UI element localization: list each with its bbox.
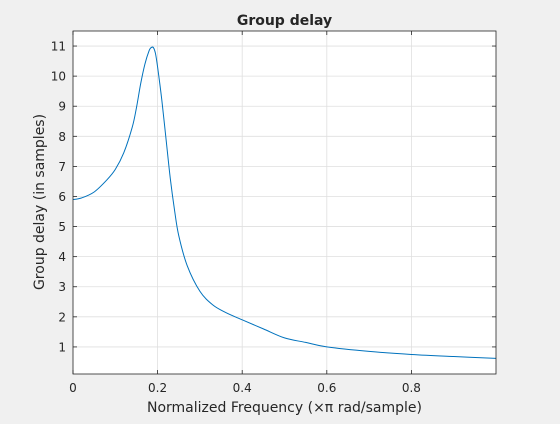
- x-tick-label: 0.8: [402, 381, 421, 395]
- y-tick-label: 4: [58, 250, 66, 264]
- x-tick-label: 0.4: [233, 381, 252, 395]
- y-tick-label: 1: [58, 340, 66, 354]
- y-tick-label: 7: [58, 160, 66, 174]
- plot-frame: [72, 30, 497, 375]
- x-tick-labels: 0 0.2 0.4 0.6 0.8: [69, 381, 421, 395]
- x-tick-label: 0.2: [148, 381, 167, 395]
- y-axis-label: Group delay (in samples): [32, 114, 48, 290]
- plot-area: [73, 31, 496, 374]
- x-axis-label: Normalized Frequency (×π rad/sample): [147, 400, 422, 416]
- chart-title: Group delay: [237, 13, 332, 29]
- y-tick-label: 6: [58, 190, 66, 204]
- y-tick-label: 5: [58, 220, 66, 234]
- x-tick-label: 0.6: [317, 381, 336, 395]
- y-tick-label: 9: [58, 100, 66, 114]
- y-tick-labels: 1 2 3 4 5 6 7 8 9 10 11: [51, 40, 66, 355]
- y-tick-label: 3: [58, 280, 66, 294]
- y-tick-label: 11: [51, 40, 66, 54]
- group-delay-line: [72, 46, 497, 359]
- y-tick-label: 10: [51, 70, 66, 84]
- y-tick-label: 2: [58, 310, 66, 324]
- x-tick-label: 0: [69, 381, 77, 395]
- y-tick-label: 8: [58, 130, 66, 144]
- grid: [72, 31, 496, 374]
